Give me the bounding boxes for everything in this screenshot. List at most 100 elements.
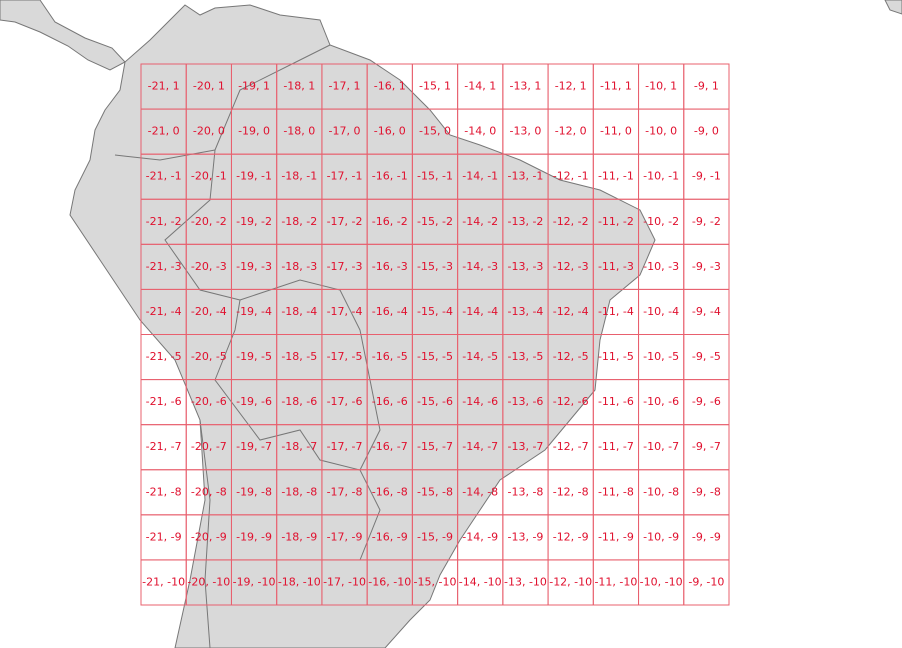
cell-label: -19, -2 — [236, 215, 272, 228]
cell-label: -11, -7 — [598, 440, 634, 453]
cell-label: -14, -9 — [462, 530, 498, 543]
cell-label: -16, -7 — [372, 440, 408, 453]
cell-label: -9, -2 — [692, 215, 721, 228]
cell-label: -9, -3 — [692, 260, 721, 273]
cell-label: -9, -1 — [692, 170, 721, 183]
cell-label: -13, -3 — [507, 260, 543, 273]
cell-label: -10, -7 — [643, 440, 679, 453]
cell-label: -21, -9 — [146, 530, 182, 543]
cell-label: -11, -5 — [598, 350, 634, 363]
cell-label: -21, -10 — [142, 575, 185, 588]
cell-label: -21, -1 — [146, 170, 182, 183]
cell-label: -15, -8 — [417, 485, 453, 498]
cell-label: -11, -8 — [598, 485, 634, 498]
island — [884, 0, 902, 15]
cell-label: -18, -4 — [281, 305, 317, 318]
cell-label: -20, -4 — [191, 305, 227, 318]
border — [214, 44, 331, 151]
cell-label: -16, -3 — [372, 260, 408, 273]
cell-label: -20, -8 — [191, 485, 227, 498]
cell-label: -12, -5 — [553, 350, 589, 363]
cell-label: -11, -2 — [598, 215, 634, 228]
cell-label: -17, -8 — [327, 485, 363, 498]
cell-label: -20, -6 — [191, 395, 227, 408]
cell-label: -21, 0 — [148, 125, 180, 138]
cell-label: -9, -7 — [692, 440, 721, 453]
cell-label: -10, -5 — [643, 350, 679, 363]
cell-label: -16, -10 — [368, 575, 411, 588]
cell-label: -13, -6 — [507, 395, 543, 408]
cell-label: -12, 1 — [555, 80, 587, 93]
cell-label: -18, -5 — [281, 350, 317, 363]
cell-label: -16, -5 — [372, 350, 408, 363]
cell-label: -19, -4 — [236, 305, 272, 318]
cell-label: -12, -9 — [553, 530, 589, 543]
cell-label: -20, 0 — [193, 125, 225, 138]
cell-label: -13, -4 — [507, 305, 543, 318]
cell-label: -16, -1 — [372, 170, 408, 183]
grid-cell — [683, 559, 730, 606]
cell-label: -12, -6 — [553, 395, 589, 408]
cell-label: -19, -6 — [236, 395, 272, 408]
cell-label: -14, -1 — [462, 170, 498, 183]
cell-label: -18, 0 — [283, 125, 315, 138]
cell-label: -17, -3 — [327, 260, 363, 273]
cell-label: -20, -1 — [191, 170, 227, 183]
cell-label: -12, -1 — [553, 170, 589, 183]
cell-label: -15, -9 — [417, 530, 453, 543]
cell-label: -15, -7 — [417, 440, 453, 453]
cell-label: -13, -8 — [507, 485, 543, 498]
cell-label: -18, 1 — [283, 80, 315, 93]
cell-label: -17, -9 — [327, 530, 363, 543]
cell-label: -11, -6 — [598, 395, 634, 408]
cell-label: -17, -4 — [327, 305, 363, 318]
cell-label: -16, -9 — [372, 530, 408, 543]
cell-label: -11, 1 — [600, 80, 632, 93]
cell-label: -12, -2 — [553, 215, 589, 228]
cell-label: -20, -5 — [191, 350, 227, 363]
cell-label: -20, -7 — [191, 440, 227, 453]
cell-label: -10, -4 — [643, 305, 679, 318]
cell-label: -9, -6 — [692, 395, 721, 408]
cell-label: -17, -10 — [323, 575, 366, 588]
cell-label: -18, -3 — [281, 260, 317, 273]
border — [239, 279, 381, 471]
cell-label: -12, -8 — [553, 485, 589, 498]
cell-label: -10, 1 — [645, 80, 677, 93]
cell-label: -13, -9 — [507, 530, 543, 543]
cell-label: -9, -8 — [692, 485, 721, 498]
cell-label: -14, 0 — [464, 125, 496, 138]
cell-label: -14, -5 — [462, 350, 498, 363]
cell-label: -10, -2 — [643, 215, 679, 228]
cell-label: -19, -1 — [236, 170, 272, 183]
cell-label: -10, -6 — [643, 395, 679, 408]
cell-label: -21, 1 — [148, 80, 180, 93]
south-america — [69, 4, 656, 648]
cell-label: -19, 0 — [238, 125, 270, 138]
cell-label: -20, 1 — [193, 80, 225, 93]
cell-label: -12, -4 — [553, 305, 589, 318]
cell-label: -16, -2 — [372, 215, 408, 228]
cell-label: -15, 1 — [419, 80, 451, 93]
cell-label: -18, -8 — [281, 485, 317, 498]
cell-label: -16, -4 — [372, 305, 408, 318]
border — [199, 419, 211, 648]
cell-label: -18, -2 — [281, 215, 317, 228]
cell-label: -18, -1 — [281, 170, 317, 183]
cell-label: -19, -8 — [236, 485, 272, 498]
cell-label: -14, -10 — [459, 575, 502, 588]
cell-label: -19, -9 — [236, 530, 272, 543]
cell-label: -11, -9 — [598, 530, 634, 543]
cell-label: -15, -10 — [414, 575, 457, 588]
cell-label: -9, 1 — [694, 80, 719, 93]
cell-label: -13, 1 — [509, 80, 541, 93]
cell-label: -9, -5 — [692, 350, 721, 363]
cell-label: -16, 1 — [374, 80, 406, 93]
cell-label: -10, -8 — [643, 485, 679, 498]
cell-label: -15, -3 — [417, 260, 453, 273]
cell-label: -19, -7 — [236, 440, 272, 453]
cell-label: -20, -9 — [191, 530, 227, 543]
cell-label: -15, -2 — [417, 215, 453, 228]
cell-label: -14, -4 — [462, 305, 498, 318]
